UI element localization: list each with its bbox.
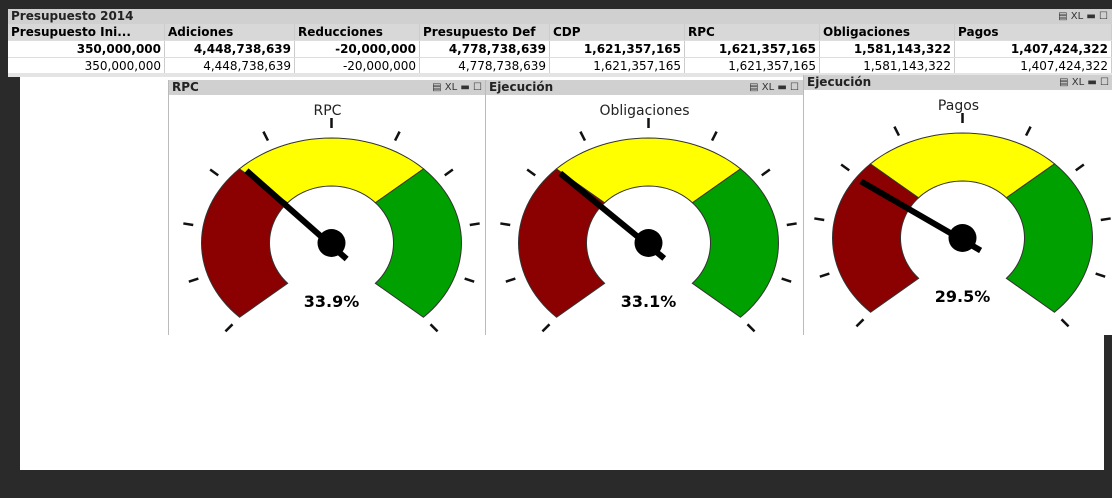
panel-caption: Ejecución ▤ XL ▬ ☐ xyxy=(804,75,1112,90)
table-cell: 4,778,738,639 xyxy=(420,58,550,74)
panel-caption-text: Ejecución xyxy=(807,75,872,89)
gauge-tick xyxy=(710,131,718,142)
column-header: Adiciones xyxy=(165,24,295,40)
gauge-band xyxy=(1005,163,1094,313)
panel-caption-text: Ejecución xyxy=(489,80,554,94)
gauge-tick xyxy=(188,277,199,283)
table-cell: -20,000,000 xyxy=(295,58,420,74)
gauge-tick xyxy=(1100,217,1111,222)
caption-icons[interactable]: ▤ XL ▬ ☐ xyxy=(749,82,799,93)
gauge-tick xyxy=(500,222,511,227)
header-row: Presupuesto Ini... Adiciones Reducciones Pr… xyxy=(8,24,1112,41)
caption-icons[interactable]: ▤ XL ▬ ☐ xyxy=(1059,77,1109,88)
panel-caption: Ejecución ▤ XL ▬ ☐ xyxy=(486,80,803,95)
table-cell: 1,581,143,322 xyxy=(820,41,955,57)
gauge-panel: Ejecución ▤ XL ▬ ☐ Obligaciones 33.1% xyxy=(485,80,804,335)
table-cell: 4,448,738,639 xyxy=(165,58,295,74)
table-cell: 1,621,357,165 xyxy=(685,41,820,57)
table-cell: -20,000,000 xyxy=(295,41,420,57)
table-cell: 4,448,738,639 xyxy=(165,41,295,57)
gauge-tick xyxy=(840,163,850,172)
table-cell: 350,000,000 xyxy=(8,58,165,74)
gauge-tick xyxy=(444,168,454,177)
gauge: Obligaciones 33.1% xyxy=(500,103,797,333)
column-header: Obligaciones xyxy=(820,24,955,40)
gauge-tick xyxy=(786,222,797,227)
gauge-tick xyxy=(1075,163,1085,172)
table-cell: 1,621,357,165 xyxy=(685,58,820,74)
gauge-tick xyxy=(541,323,551,333)
column-header: Reducciones xyxy=(295,24,420,40)
export-label: XL xyxy=(444,82,458,93)
gauge-tick xyxy=(1024,126,1032,137)
gauge-title: RPC xyxy=(314,103,342,119)
gauge-panel: RPC ▤ XL ▬ ☐ RPC 33.9% xyxy=(168,80,487,335)
panel-caption-text: RPC xyxy=(172,80,199,94)
gauge-tick xyxy=(262,131,270,142)
gauge-panel: Ejecución ▤ XL ▬ ☐ Pagos 29.5% xyxy=(803,75,1112,335)
table-cell: 4,778,738,639 xyxy=(420,41,550,57)
gauge-tick xyxy=(469,222,480,227)
caption-icons[interactable]: ▤ XL ▬ ☐ xyxy=(1058,11,1108,22)
gauge-tick xyxy=(1060,318,1070,328)
gauge-value: 33.9% xyxy=(304,292,360,311)
gauge-tick xyxy=(1095,272,1106,278)
gauge-tick xyxy=(183,222,194,227)
gauge-tick xyxy=(855,318,865,328)
column-header: Presupuesto Ini... xyxy=(8,24,165,40)
needle-hub xyxy=(634,229,663,257)
gauge-tick xyxy=(393,131,401,142)
needle-hub xyxy=(948,224,977,252)
scrollbar[interactable] xyxy=(8,73,1112,77)
export-label: XL xyxy=(1071,77,1085,88)
export-label: XL xyxy=(1070,11,1084,22)
gauge-tick xyxy=(464,277,475,283)
gauge-title: Obligaciones xyxy=(599,103,689,119)
gauge-tick xyxy=(819,272,830,278)
needle-hub xyxy=(317,229,346,257)
column-header: Presupuesto Def xyxy=(420,24,550,40)
gauge-tick xyxy=(579,131,587,142)
gauge-tick xyxy=(209,168,219,177)
caption-icons[interactable]: ▤ XL ▬ ☐ xyxy=(432,82,482,93)
gauge-band xyxy=(374,168,463,318)
gauge: RPC 33.9% xyxy=(183,103,480,333)
export-label: XL xyxy=(761,82,775,93)
gauge-tick xyxy=(814,217,825,222)
gauge-tick xyxy=(526,168,536,177)
gauge-band xyxy=(691,168,780,318)
gauge-title: Pagos xyxy=(938,98,979,114)
table-cell: 1,581,143,322 xyxy=(820,58,955,74)
gauge-tick xyxy=(781,277,792,283)
column-header: Pagos xyxy=(955,24,1112,40)
window-caption: Presupuesto 2014 ▤ XL ▬ ☐ xyxy=(8,9,1112,24)
table-cell: 1,407,424,322 xyxy=(955,41,1112,57)
total-row: 350,000,000 4,448,738,639 -20,000,000 4,778… xyxy=(8,41,1112,58)
column-header: CDP xyxy=(550,24,685,40)
gauge-tick xyxy=(761,168,771,177)
gauge-value: 33.1% xyxy=(621,292,677,311)
table: Presupuesto Ini... Adiciones Reducciones Pr… xyxy=(8,24,1112,75)
gauge-tick xyxy=(429,323,439,333)
table-cell: 1,621,357,165 xyxy=(550,58,685,74)
gauge-tick xyxy=(746,323,756,333)
gauge-tick xyxy=(893,126,901,137)
table-cell: 350,000,000 xyxy=(8,41,165,57)
gauge-value: 29.5% xyxy=(935,287,991,306)
gauge-tick xyxy=(224,323,234,333)
gauge-tick xyxy=(505,277,516,283)
column-header: RPC xyxy=(685,24,820,40)
table-cell: 1,407,424,322 xyxy=(955,58,1112,74)
panel-caption: RPC ▤ XL ▬ ☐ xyxy=(169,80,486,95)
table-cell: 1,621,357,165 xyxy=(550,41,685,57)
window-title: Presupuesto 2014 xyxy=(11,9,134,23)
gauge: Pagos 29.5% xyxy=(814,98,1111,328)
